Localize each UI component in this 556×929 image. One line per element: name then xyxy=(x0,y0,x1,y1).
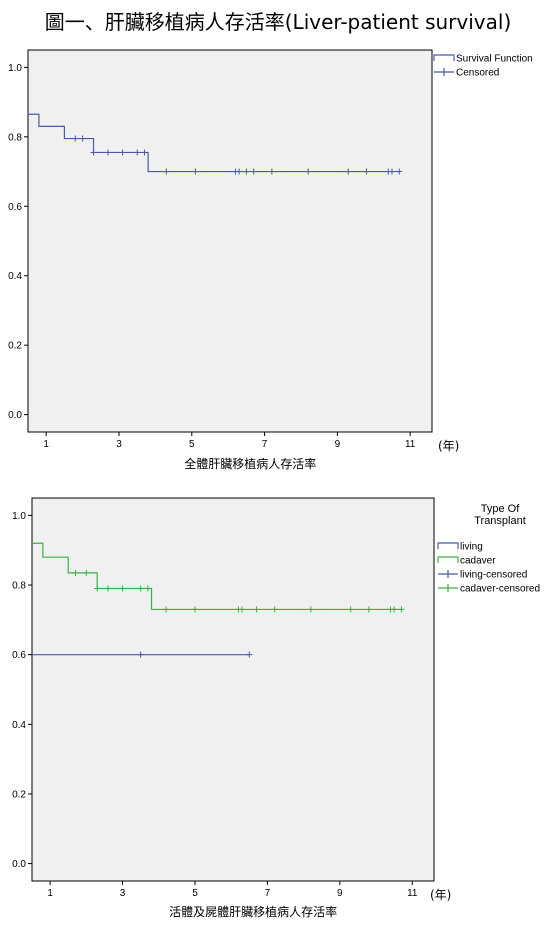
legend-title: Type Of xyxy=(481,503,520,515)
legend-entry-label: cadaver-censored xyxy=(460,584,540,595)
censor-mark xyxy=(94,585,101,592)
x-tick-label: 7 xyxy=(262,439,268,450)
censor-mark xyxy=(72,569,79,576)
y-tick-label: 0.0 xyxy=(8,410,22,421)
chart-1: 0.0 0.2 0.4 0.6 0.8 1.0 1 3 5 7 9 11 (年) 全體肝臟移植病人存活率 S… xyxy=(8,49,533,471)
censor-mark xyxy=(141,149,148,156)
censor-mark xyxy=(268,168,275,175)
x-tick-label: 5 xyxy=(192,888,198,899)
censor-mark xyxy=(137,651,144,658)
legend-title: Transplant xyxy=(474,515,526,527)
censor-mark xyxy=(363,168,370,175)
censor-mark xyxy=(105,149,112,156)
x-tick-label: 3 xyxy=(116,439,122,450)
legend-line-swatch xyxy=(437,542,459,549)
censor-mark xyxy=(134,149,141,156)
censor-mark xyxy=(345,168,352,175)
y-tick-label: 0.0 xyxy=(12,859,26,870)
legend-line-swatch xyxy=(437,556,459,563)
censor-mark xyxy=(388,168,395,175)
censor-mark xyxy=(163,168,170,175)
censor-mark xyxy=(191,606,198,613)
censor-mark xyxy=(72,135,79,142)
y-tick-label: 0.4 xyxy=(12,720,26,731)
x-tick-label: 1 xyxy=(47,888,53,899)
x-tick-label: 3 xyxy=(120,888,126,899)
censor-mark xyxy=(83,569,90,576)
legend-censor-swatch xyxy=(438,584,458,592)
censor-mark xyxy=(239,606,246,613)
x-tick-label: 5 xyxy=(189,439,195,450)
censor-mark xyxy=(398,606,405,613)
x-axis-label: 全體肝臟移植病人存活率 xyxy=(184,456,316,471)
x-tick-label: 9 xyxy=(335,439,341,450)
y-tick-label: 0.4 xyxy=(8,271,22,282)
censor-mark xyxy=(192,168,199,175)
censor-mark xyxy=(119,149,126,156)
y-tick-label: 0.8 xyxy=(8,132,22,143)
x-axis-label: 活體及屍體肝臟移植病人存活率 xyxy=(169,904,337,919)
legend-entry-label: Censored xyxy=(456,68,499,79)
x-tick-label: 1 xyxy=(43,439,49,450)
plot-area xyxy=(31,497,435,882)
censor-mark xyxy=(236,168,243,175)
censor-mark xyxy=(144,585,151,592)
y-tick-label: 1.0 xyxy=(12,511,26,522)
censor-mark xyxy=(119,585,126,592)
legend-line-swatch xyxy=(433,54,455,61)
legend: Survival Function Censored xyxy=(433,54,533,79)
x-tick-label: 9 xyxy=(337,888,343,899)
censor-mark xyxy=(250,168,257,175)
legend-censor-swatch xyxy=(438,570,458,578)
x-tick-label: 7 xyxy=(265,888,271,899)
legend-entry-label: living-censored xyxy=(460,570,527,581)
censor-mark xyxy=(307,606,314,613)
censor-mark xyxy=(137,585,144,592)
censor-mark xyxy=(105,585,112,592)
y-tick-label: 0.2 xyxy=(12,789,26,800)
censor-mark xyxy=(246,651,253,658)
censor-mark xyxy=(90,149,97,156)
y-tick-label: 1.0 xyxy=(8,63,22,74)
censor-mark xyxy=(271,606,278,613)
censor-mark xyxy=(305,168,312,175)
x-tick-label: 11 xyxy=(405,439,416,450)
y-tick-label: 0.6 xyxy=(12,650,26,661)
y-tick-label: 0.6 xyxy=(8,202,22,213)
censor-mark xyxy=(243,168,250,175)
x-tick-label: 11 xyxy=(407,888,418,899)
y-tick-label: 0.2 xyxy=(8,341,22,352)
censor-mark xyxy=(79,135,86,142)
legend-entry-label: Survival Function xyxy=(456,54,533,65)
censor-mark xyxy=(396,168,403,175)
x-axis-unit: (年) xyxy=(438,439,459,453)
page-title: 圖一、肝臟移植病人存活率(Liver-patient survival) xyxy=(44,10,512,34)
censor-mark xyxy=(347,606,354,613)
x-axis-unit: (年) xyxy=(430,888,451,902)
survival-line-cadaver xyxy=(32,542,402,611)
legend-censor-swatch xyxy=(434,68,454,76)
plot-area xyxy=(27,49,433,433)
legend-entry-label: cadaver xyxy=(460,556,496,567)
censor-mark xyxy=(391,606,398,613)
legend-entry-label: living xyxy=(460,542,483,553)
censor-mark xyxy=(253,606,260,613)
survival-line-survival-function xyxy=(28,113,400,173)
censor-mark xyxy=(163,606,169,613)
chart-2: 0.0 0.2 0.4 0.6 0.8 1.0 1 3 5 7 9 11 (年) 活體及屍體肝臟移植病人存… xyxy=(12,497,540,919)
y-tick-label: 0.8 xyxy=(12,581,26,592)
censor-mark xyxy=(365,606,372,613)
